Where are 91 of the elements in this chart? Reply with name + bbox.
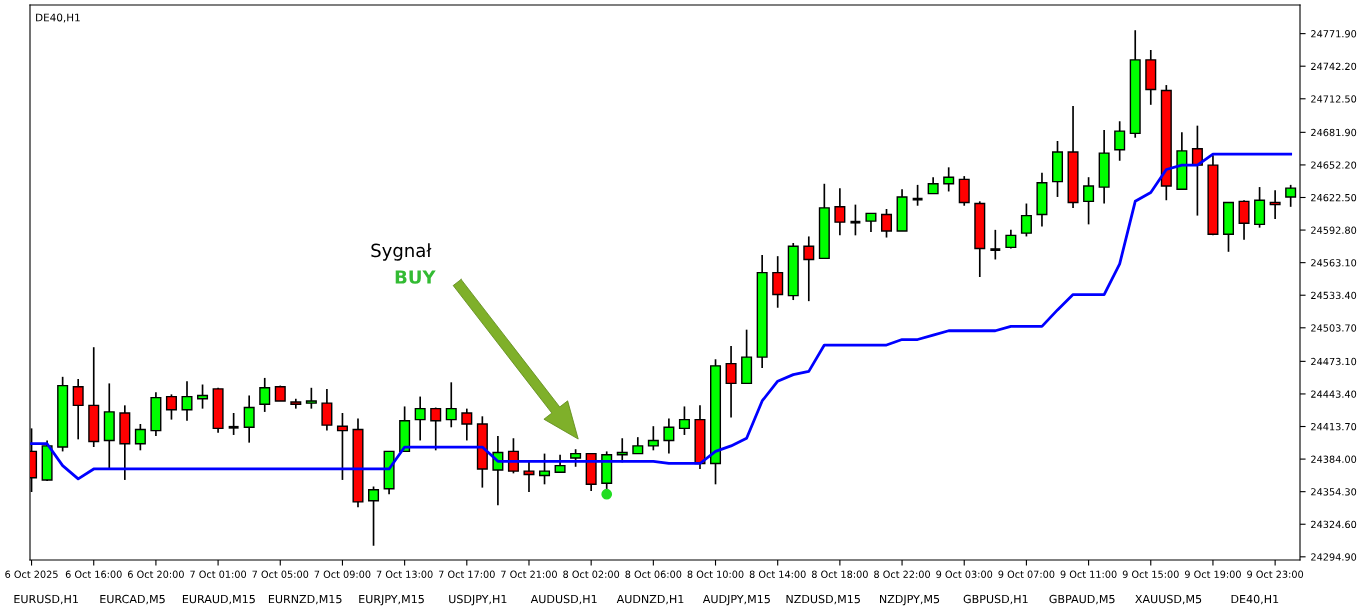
candlestick: [259, 377, 271, 413]
x-tick-label: 9 Oct 23:00: [1247, 570, 1304, 578]
candlestick: [678, 405, 690, 436]
y-tick-label: 24324.60: [1311, 520, 1357, 529]
text: AUDJPY,M15: [702, 594, 770, 606]
x-tick-label: 7 Oct 17:00: [439, 570, 495, 578]
candlestick: [647, 425, 659, 452]
x-tick-label: 8 Oct 06:00: [625, 570, 682, 578]
candlestick: [911, 184, 924, 207]
y-tick-label: 24563.10: [1311, 259, 1357, 267]
y-tick-label: 24622.50: [1311, 193, 1357, 202]
candlestick: [849, 203, 862, 237]
text: DE40,H1: [1231, 594, 1279, 605]
y-tick-label: 24652.20: [1311, 161, 1357, 169]
candlestick: [663, 417, 675, 455]
text: EURCAD,M5: [100, 594, 165, 605]
candlestick: [539, 452, 551, 486]
x-tick-label: 6 Oct 20:00: [127, 570, 184, 578]
y-tick-label: 24294.90: [1311, 553, 1357, 561]
candlestick: [943, 166, 955, 193]
candlestick: [772, 255, 784, 309]
x-tick-label: 8 Oct 02:00: [563, 570, 620, 578]
candlestick: [414, 395, 426, 442]
candlestick: [988, 229, 1002, 261]
y-tick-label: 24742.20: [1311, 62, 1357, 71]
text: NZDUSD,M15: [786, 594, 860, 605]
x-tick-label: 7 Oct 09:00: [314, 570, 371, 578]
y-tick-label: 24533.40: [1311, 291, 1357, 300]
candlestick: [134, 423, 146, 452]
y-tick-label: 24712.50: [1311, 95, 1357, 103]
y-tick-label: 24771.90: [1311, 30, 1357, 38]
x-tick-label: 8 Oct 22:00: [874, 570, 931, 578]
candlestick: [1285, 184, 1297, 208]
text: DE40,H1: [36, 13, 80, 23]
candlestick: [165, 393, 177, 421]
text: EURJPY,M15: [359, 594, 424, 606]
candlestick: [1238, 199, 1250, 241]
x-tick-label: 6 Oct 2025: [5, 570, 58, 578]
candlestick: [461, 407, 473, 442]
candlestick: [865, 212, 877, 233]
y-tick-label: 24473.10: [1311, 357, 1357, 366]
text: GBPAUD,M5: [1049, 594, 1115, 605]
candlestick: [834, 187, 846, 237]
y-tick-label: 24413.70: [1311, 422, 1357, 431]
text: AUDUSD,H1: [530, 594, 597, 605]
x-tick-label: 9 Oct 03:00: [936, 570, 993, 578]
candlestick: [1083, 176, 1095, 226]
candlestick: [1020, 202, 1032, 238]
y-tick-label: 24354.30: [1311, 488, 1357, 496]
candlestick: [72, 378, 84, 441]
y-tick-label: 24592.80: [1311, 226, 1357, 234]
y-tick-label: 24681.90: [1311, 128, 1357, 137]
x-tick-label: 8 Oct 10:00: [687, 570, 744, 578]
x-tick-label: 8 Oct 14:00: [749, 570, 806, 578]
candlestick: [445, 381, 457, 429]
y-tick-label: 24384.00: [1311, 455, 1357, 463]
x-tick-label: 9 Oct 15:00: [1122, 570, 1179, 578]
x-tick-label: 7 Oct 13:00: [376, 570, 433, 578]
text: AUDNZD,H1: [616, 594, 684, 605]
x-tick-label: 7 Oct 21:00: [501, 570, 557, 578]
annotation: Sygnał: [371, 243, 432, 261]
y-tick-label: 24443.40: [1311, 390, 1357, 398]
x-tick-label: 7 Oct 05:00: [252, 570, 309, 578]
text: EURNZD,M15: [268, 594, 342, 605]
x-tick-label: 6 Oct 16:00: [65, 570, 122, 578]
candlestick: [880, 208, 893, 239]
text: USDJPY,H1: [449, 594, 507, 606]
candlestick: [305, 386, 317, 410]
candlestick: [336, 412, 348, 481]
candlestick: [958, 175, 970, 207]
candlestick: [803, 235, 815, 302]
x-tick-label: 7 Oct 01:00: [190, 570, 247, 578]
candlestick: [321, 388, 333, 432]
candlestick: [1114, 120, 1126, 162]
annotation: BUY: [395, 270, 436, 284]
candlestick: [430, 406, 442, 452]
text: NZDJPY,M5: [880, 594, 940, 606]
text: EURAUD,M15: [182, 594, 255, 605]
candlestick: [243, 394, 255, 444]
text: XAUUSD,M5: [1135, 594, 1202, 605]
candlestick: [368, 485, 380, 547]
x-tick-label: 8 Oct 18:00: [811, 570, 868, 578]
x-tick-label: 9 Oct 11:00: [1060, 570, 1117, 578]
candlestick: [181, 380, 193, 422]
candlestick: [227, 412, 240, 436]
y-tick-label: 24503.70: [1311, 324, 1357, 332]
x-tick-label: 9 Oct 19:00: [1184, 570, 1241, 578]
text: EURUSD,H1: [14, 594, 78, 605]
candlestick: [725, 345, 737, 419]
x-tick-label: 9 Oct 07:00: [998, 570, 1055, 578]
text: GBPUSD,H1: [963, 594, 1028, 605]
